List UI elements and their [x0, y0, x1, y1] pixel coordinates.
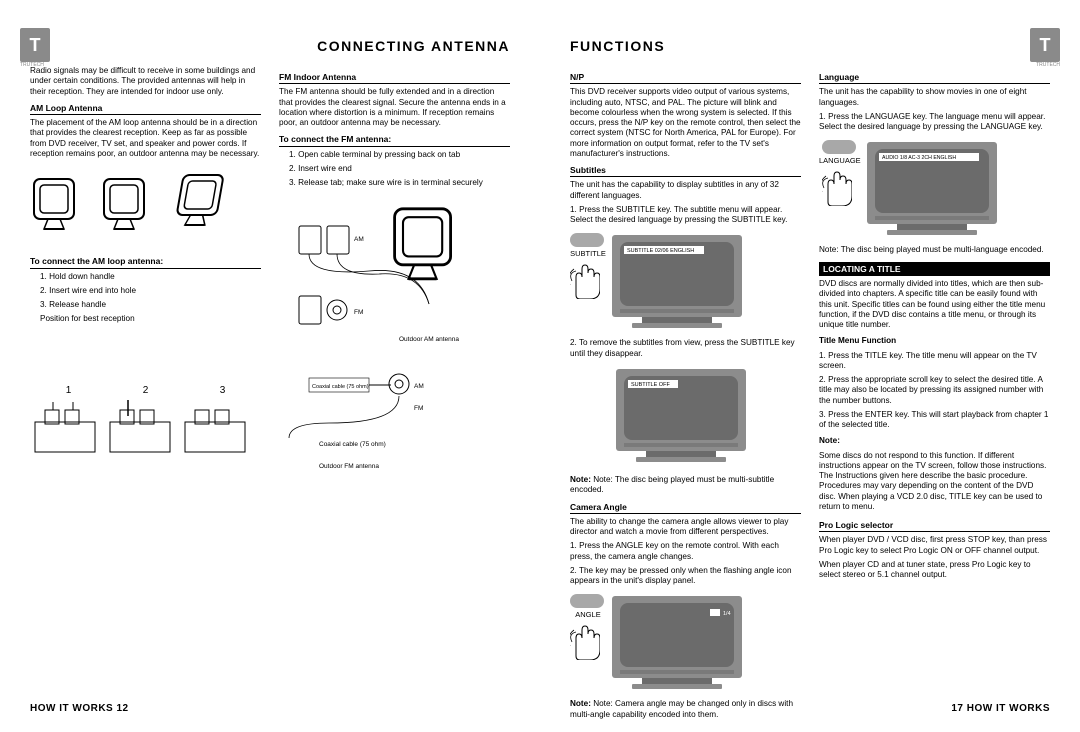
fm-step1: 1. Open cable terminal by pressing back …	[279, 150, 510, 160]
cam-note: Note: Note: Camera angle may be changed …	[570, 699, 801, 720]
svg-text:Coaxial cable (75 ohm): Coaxial cable (75 ohm)	[312, 384, 369, 390]
svg-text:SUBTITLE 02/06 ENGLISH: SUBTITLE 02/06 ENGLISH	[627, 248, 694, 254]
sub-note: Note: Note: The disc being played must b…	[570, 475, 801, 496]
np-body: This DVD receiver supports video output …	[570, 87, 801, 159]
svg-text:AUDIO 1/8 AC-3 2CH ENGLISH: AUDIO 1/8 AC-3 2CH ENGLISH	[882, 155, 956, 161]
am-head: AM Loop Antenna	[30, 103, 261, 115]
am-connect-head: To connect the AM loop antenna:	[30, 256, 261, 268]
sub-body3: 2. To remove the subtitles from view, pr…	[570, 338, 801, 359]
fm-step3: 3. Release tab; make sure wire is in ter…	[279, 178, 510, 188]
terminal-illustration: AM FM Outdoor AM antenna	[279, 196, 510, 359]
outdoor-fm-label: Outdoor FM antenna	[319, 463, 379, 470]
svg-text:FM: FM	[414, 405, 423, 412]
brand-sub-right: TRUTECH	[1036, 62, 1060, 68]
outdoor-am-label: Outdoor AM antenna	[399, 336, 459, 343]
language-illustration: LANGUAGE AUDIO 1/8 AC-3 2CH ENGLISH	[819, 136, 1050, 241]
right-col-1: N/P This DVD receiver supports video out…	[570, 66, 801, 724]
subtitle-button-icon	[570, 229, 604, 249]
lang-body1: The unit has the capability to show movi…	[819, 87, 1050, 108]
fm-head: FM Indoor Antenna	[279, 72, 510, 84]
lang-btn-label: LANGUAGE	[819, 156, 861, 165]
right-page: T TRUTECH FUNCTIONS N/P This DVD receive…	[540, 0, 1080, 732]
lang-note: Note: The disc being played must be mult…	[819, 245, 1050, 255]
svg-text:SUBTITLE OFF: SUBTITLE OFF	[631, 382, 670, 388]
angle-illustration: ANGLE 1/4	[570, 590, 801, 695]
coax-label: Coaxial cable (75 ohm)	[319, 441, 386, 448]
fm-step2: 2. Insert wire end	[279, 164, 510, 174]
intro-text: Radio signals may be difficult to receiv…	[30, 66, 261, 97]
note-body: Some discs do not respond to this functi…	[819, 451, 1050, 513]
footer-right: 17 HOW IT WORKS	[951, 703, 1050, 714]
fm-body: The FM antenna should be fully extended …	[279, 87, 510, 128]
am-body: The placement of the AM loop antenna sho…	[30, 118, 261, 159]
title-menu-head: Title Menu Function	[819, 336, 896, 345]
step-3: 3	[220, 385, 226, 398]
left-col-2: FM Indoor Antenna The FM antenna should …	[279, 66, 510, 481]
svg-text:AM: AM	[354, 236, 364, 243]
tv-icon: SUBTITLE 02/06 ENGLISH	[612, 235, 742, 330]
right-col-2: Language The unit has the capability to …	[819, 66, 1050, 724]
am-step1: 1. Hold down handle	[30, 272, 261, 282]
brand-logo: T	[20, 28, 50, 62]
sub-head: Subtitles	[570, 165, 801, 177]
cam-head: Camera Angle	[570, 502, 801, 514]
svg-text:FM: FM	[354, 309, 363, 316]
cam-body1: The ability to change the camera angle a…	[570, 517, 801, 538]
am-step2: 2. Insert wire end into hole	[30, 286, 261, 296]
section-title-left: CONNECTING ANTENNA	[30, 38, 510, 54]
note-head: Note:	[819, 436, 840, 445]
left-col-1: Radio signals may be difficult to receiv…	[30, 66, 261, 481]
hand-icon	[570, 620, 600, 660]
am-loop-illustration	[30, 167, 261, 250]
title-menu-2: 2. Press the appropriate scroll key to s…	[819, 375, 1050, 406]
am-step3: 3. Release handle	[30, 300, 261, 310]
locating-title-head: LOCATING A TITLE	[819, 262, 1050, 277]
left-page: T TRUTECH CONNECTING ANTENNA Radio signa…	[0, 0, 540, 732]
subtitle-illustration-2: SUBTITLE OFF	[616, 363, 801, 471]
step-2: 2	[143, 385, 149, 398]
coax-illustration: Coaxial cable (75 ohm) AM FM Coaxial cab…	[279, 368, 510, 481]
pro-body1: When player DVD / VCD disc, first press …	[819, 535, 1050, 556]
tv-icon: 1/4	[612, 596, 742, 691]
manual-spread: T TRUTECH CONNECTING ANTENNA Radio signa…	[0, 0, 1080, 732]
angle-btn-label: ANGLE	[575, 610, 600, 619]
svg-text:1/4: 1/4	[723, 611, 731, 617]
loc-body: DVD discs are normally divided into titl…	[819, 279, 1050, 330]
right-columns: N/P This DVD receiver supports video out…	[570, 66, 1050, 724]
tv-icon: AUDIO 1/8 AC-3 2CH ENGLISH	[867, 142, 997, 237]
pro-head: Pro Logic selector	[819, 520, 1050, 532]
np-head: N/P	[570, 72, 801, 84]
hand-icon	[822, 166, 852, 206]
left-columns: Radio signals may be difficult to receiv…	[30, 66, 510, 481]
step-1: 1	[66, 385, 72, 398]
step-diagram: 1 2 3	[30, 385, 261, 461]
angle-button-icon	[570, 590, 604, 610]
cam-body2: 1. Press the ANGLE key on the remote con…	[570, 541, 801, 562]
hand-icon	[570, 259, 600, 299]
subtitle-illustration-1: SUBTITLE SUBTITLE 02/06 ENGLISH	[570, 229, 801, 334]
sub-body2: 1. Press the SUBTITLE key. The subtitle …	[570, 205, 801, 226]
pro-body2: When player CD and at tuner state, press…	[819, 560, 1050, 581]
fm-connect-head: To connect the FM antenna:	[279, 134, 510, 146]
title-menu-3: 3. Press the ENTER key. This will start …	[819, 410, 1050, 431]
title-menu-1: 1. Press the TITLE key. The title menu w…	[819, 351, 1050, 372]
tv-icon: SUBTITLE OFF	[616, 369, 746, 464]
am-pos: Position for best reception	[30, 314, 261, 324]
brand-sub: TRUTECH	[20, 62, 44, 68]
cam-body3: 2. The key may be pressed only when the …	[570, 566, 801, 587]
lang-body2: 1. Press the LANGUAGE key. The language …	[819, 112, 1050, 133]
subtitle-btn-label: SUBTITLE	[570, 249, 606, 258]
footer-left: HOW IT WORKS 12	[30, 703, 129, 714]
svg-text:AM: AM	[414, 383, 424, 390]
brand-logo-right: T	[1030, 28, 1060, 62]
lang-head: Language	[819, 72, 1050, 84]
language-button-icon	[822, 136, 856, 156]
sub-body1: The unit has the capability to display s…	[570, 180, 801, 201]
section-title-right: FUNCTIONS	[570, 38, 1050, 54]
